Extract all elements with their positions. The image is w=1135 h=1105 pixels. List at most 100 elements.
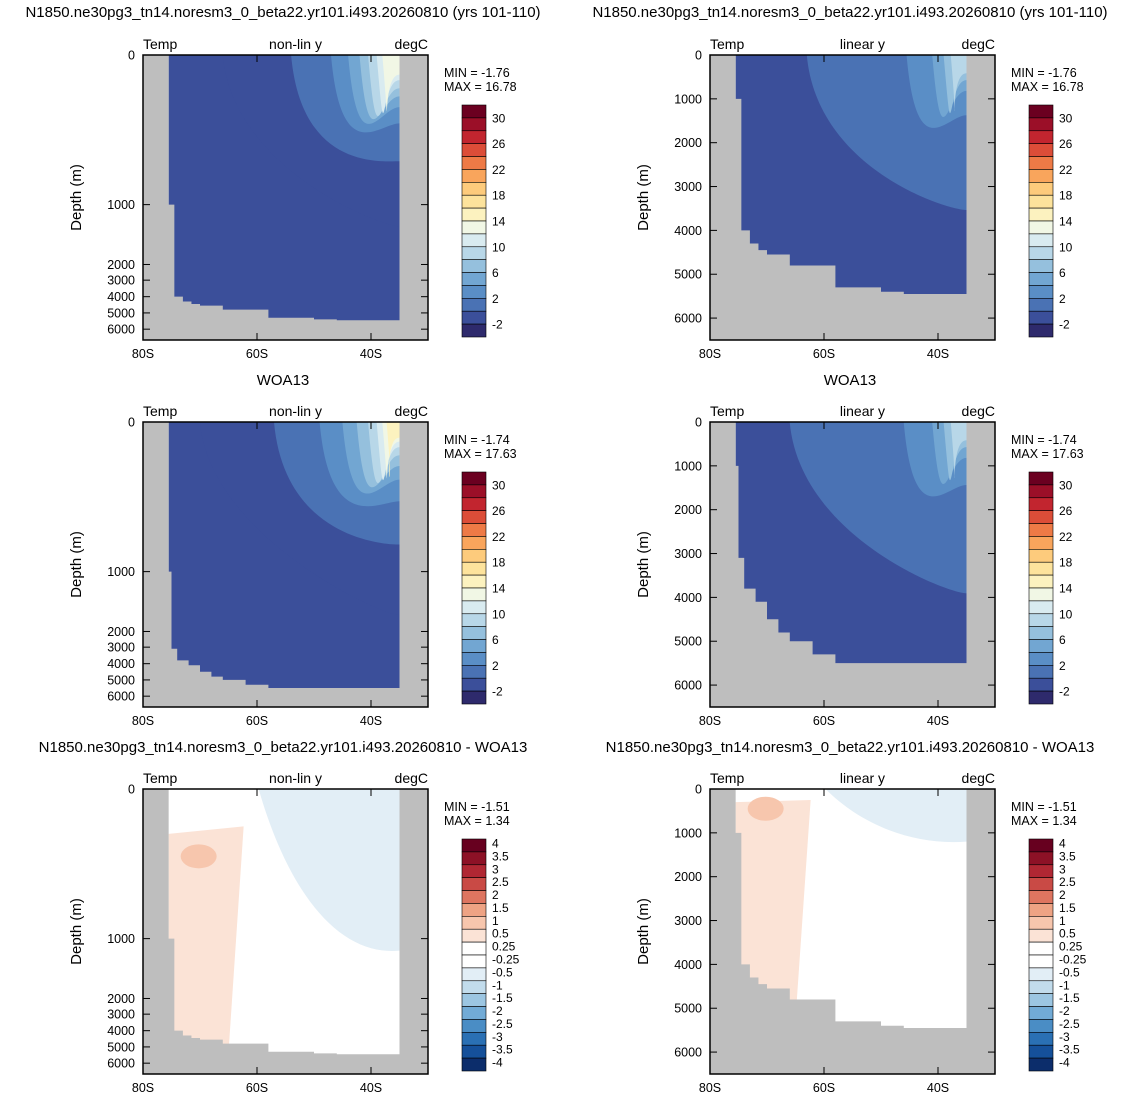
- colorbar-swatch: [1028, 980, 1054, 994]
- y-tick-label: 3000: [674, 180, 702, 194]
- y-tick-label: 0: [695, 783, 702, 797]
- colorbar-swatch: [461, 574, 487, 589]
- colorbar-swatch: [1028, 1006, 1054, 1020]
- colorbar-label: 6: [492, 266, 499, 280]
- max-value: MAX = 1.34: [444, 814, 510, 828]
- colorbar-swatch: [461, 1057, 487, 1072]
- colorbar: 43.532.521.510.50.25-0.25-0.5-1-1.5-2-2.…: [1028, 837, 1087, 1072]
- y-tick-label: 5000: [674, 268, 702, 282]
- y-tick-label: 1000: [107, 932, 135, 946]
- colorbar-swatch: [1028, 838, 1054, 853]
- colorbar-swatch: [1028, 954, 1054, 969]
- colorbar-label: 18: [1059, 556, 1073, 570]
- y-tick-label: 3000: [674, 547, 702, 561]
- colorbar-swatch: [1028, 323, 1054, 338]
- y-tick-label: 1000: [107, 565, 135, 579]
- colorbar-swatch: [1028, 310, 1054, 325]
- colorbar-swatch: [1028, 194, 1054, 209]
- colorbar-label: 18: [492, 189, 506, 203]
- colorbar-label: 2: [1059, 292, 1066, 306]
- colorbar-swatch: [1028, 497, 1054, 511]
- yscale-label: non-lin y: [269, 770, 322, 786]
- x-tick-label: 60S: [246, 347, 268, 361]
- colorbar-swatch: [1028, 1044, 1054, 1059]
- colorbar-swatch: [461, 561, 487, 576]
- colorbar-label: 1.5: [1059, 901, 1076, 915]
- colorbar-swatch: [1028, 1057, 1054, 1072]
- colorbar-label: -2.5: [1059, 1017, 1080, 1031]
- colorbar-swatch: [1028, 561, 1054, 576]
- colorbar-label: 3: [1059, 862, 1066, 876]
- y-tick-label: 3000: [107, 274, 135, 288]
- colorbar-label: 3: [492, 862, 499, 876]
- y-tick-label: 2000: [107, 258, 135, 272]
- colorbar-label: 2: [492, 292, 499, 306]
- colorbar-swatch: [1028, 890, 1054, 904]
- x-tick-label: 40S: [927, 714, 949, 728]
- colorbar-label: 3.5: [492, 849, 509, 863]
- seafloor-topography: [143, 55, 428, 340]
- colorbar-label: -0.5: [492, 965, 513, 979]
- yscale-label: linear y: [840, 36, 885, 52]
- colorbar-swatch: [461, 903, 487, 917]
- colorbar-label: -0.25: [1059, 953, 1087, 967]
- colorbar-swatch: [1028, 941, 1054, 956]
- colorbar-label: 30: [492, 478, 506, 492]
- colorbar-label: 18: [492, 556, 506, 570]
- units-label: degC: [395, 403, 428, 419]
- colorbar-swatch: [1028, 851, 1054, 866]
- colorbar-label: 1: [1059, 914, 1066, 928]
- y-tick-label: 0: [128, 416, 135, 430]
- colorbar-label: -2: [1059, 1004, 1070, 1018]
- warm-anomaly-core: [180, 844, 217, 869]
- units-label: degC: [962, 770, 995, 786]
- x-tick-label: 60S: [246, 714, 268, 728]
- colorbar-label: -2: [492, 685, 503, 699]
- colorbar-swatch: [461, 980, 487, 994]
- colorbar-swatch: [461, 220, 487, 235]
- y-tick-label: 3000: [674, 914, 702, 928]
- colorbar-swatch: [1028, 1019, 1054, 1033]
- colorbar-swatch: [461, 993, 487, 1007]
- x-tick-label: 60S: [813, 1081, 835, 1095]
- colorbar-swatch: [1028, 259, 1054, 273]
- variable-label: Temp: [710, 36, 744, 52]
- x-tick-label: 40S: [360, 714, 382, 728]
- max-value: MAX = 17.63: [1011, 447, 1084, 461]
- colorbar-label: 0.25: [492, 940, 516, 954]
- x-tick-label: 80S: [699, 714, 721, 728]
- max-value: MAX = 1.34: [1011, 814, 1077, 828]
- colorbar-label: -1.5: [1059, 991, 1080, 1005]
- colorbar-label: 26: [492, 504, 506, 518]
- depth-axis-label: Depth (m): [635, 164, 652, 231]
- variable-label: Temp: [710, 770, 744, 786]
- min-value: MIN = -1.76: [1011, 66, 1077, 80]
- colorbar-swatch: [461, 259, 487, 273]
- plot-frame: [142, 54, 429, 341]
- y-tick-label: 6000: [107, 1057, 135, 1071]
- colorbar-swatch: [1028, 600, 1054, 615]
- colorbar-swatch: [461, 323, 487, 338]
- y-tick-label: 4000: [674, 958, 702, 972]
- seafloor-topography: [143, 422, 428, 707]
- colorbar-swatch: [461, 690, 487, 705]
- colorbar-swatch: [461, 233, 487, 248]
- panel-woa-nonlin: Temp non-lin y degC Depth (m) 0 1000 2000 3000 4…: [68, 403, 517, 728]
- x-tick-label: 80S: [132, 347, 154, 361]
- colorbar-swatch: [461, 272, 487, 286]
- colorbar-swatch: [1028, 928, 1054, 943]
- colorbar-swatch: [1028, 916, 1054, 930]
- colorbar-swatch: [1028, 220, 1054, 235]
- colorbar-swatch: [461, 587, 487, 602]
- colorbar-swatch: [1028, 233, 1054, 248]
- y-tick-label: 6000: [674, 679, 702, 693]
- yscale-label: linear y: [840, 770, 885, 786]
- colorbar-label: 2: [1059, 659, 1066, 673]
- colorbar-swatch: [461, 639, 487, 653]
- min-value: MIN = -1.74: [1011, 433, 1077, 447]
- colorbar-swatch: [1028, 652, 1054, 666]
- y-tick-label: 4000: [674, 591, 702, 605]
- colorbar-swatch: [1028, 626, 1054, 640]
- panel-grid: Temp non-lin y degC Depth (m) 0 1000 2000 3000 4…: [68, 36, 1087, 1095]
